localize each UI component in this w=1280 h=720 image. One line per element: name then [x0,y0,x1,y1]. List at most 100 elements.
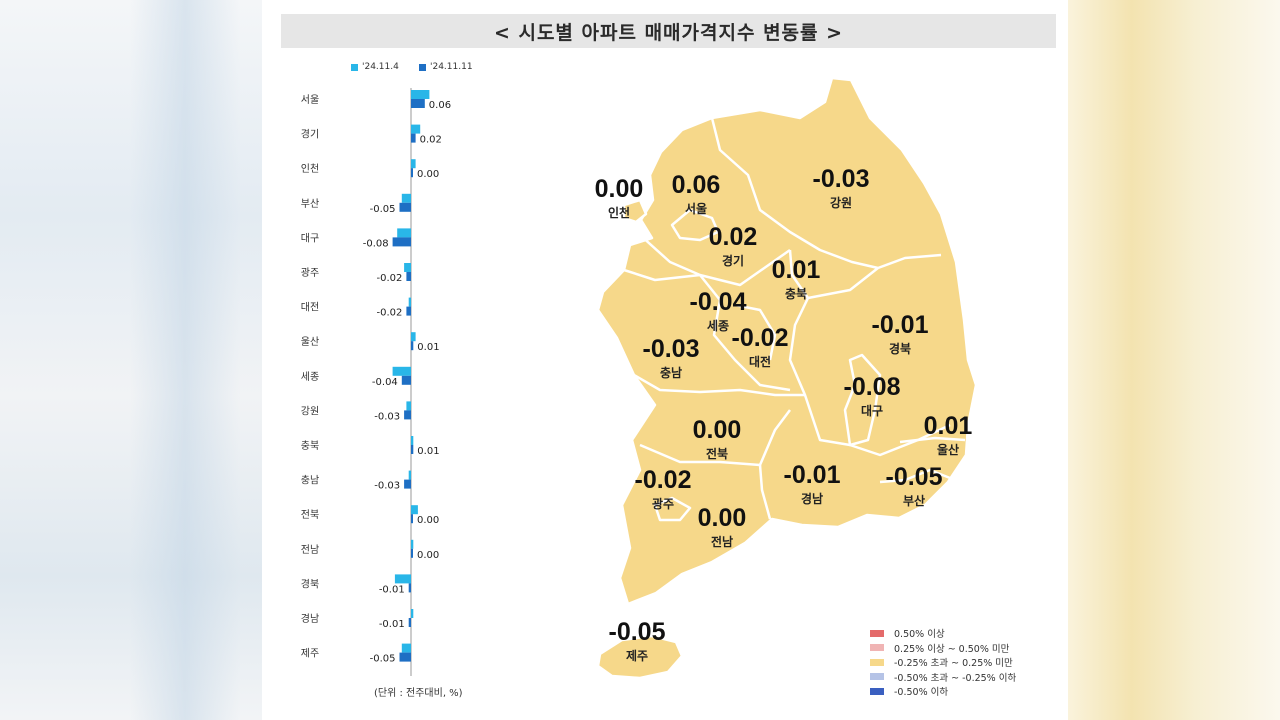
bar-curr [411,133,416,143]
map-value: -0.04 [690,288,747,316]
region-jeju [596,634,684,680]
legend-swatch [351,63,358,71]
map-borders [623,117,966,522]
map-value: 0.00 [698,504,747,532]
category-label: 울산 [301,336,319,348]
map-value: -0.05 [609,618,666,646]
category-label: 부산 [301,198,319,210]
map-region-name: 전북 [706,446,728,461]
island-ganghwa [622,198,648,224]
bar-prev [397,228,411,238]
map-region-name: 대전 [749,354,771,369]
legend-swatch [419,63,426,71]
map-value: -0.02 [732,324,789,352]
map-value: -0.01 [872,311,929,339]
map-region-name: 강원 [830,196,852,210]
bar-curr [404,410,411,420]
map-region-name: 세종 [707,318,729,333]
data-label: -0.01 [379,584,405,595]
bar-curr [404,479,411,489]
bar-prev [394,574,411,584]
bar-curr [411,548,413,558]
map-regions [596,76,978,680]
map-value: -0.02 [635,466,692,494]
map-legend-swatch [870,644,884,652]
map-value: 0.02 [709,223,758,251]
bar-curr [411,445,414,454]
bar-curr [411,168,413,178]
bar-prev [411,124,421,134]
map-value: -0.01 [784,461,841,489]
bar-prev [401,193,411,203]
data-label: -0.08 [363,238,389,249]
category-label: 서울 [301,94,319,106]
map-legend-label: 0.50% 이상 [894,629,945,641]
category-label: 인천 [301,163,319,175]
legend-label: '24.11.4 [362,62,399,72]
map-legend-label: -0.50% 이하 [894,687,949,699]
bar-prev [411,159,416,169]
bar-curr [399,652,411,662]
map-region-name: 서울 [685,201,707,216]
data-label: -0.05 [370,204,396,215]
category-label: 광주 [301,267,319,279]
bar-prev [411,332,416,342]
data-label: -0.04 [372,377,398,388]
bar-prev [411,539,414,549]
map-legend-row: 0.50% 이상 [870,626,1016,641]
chart-title: < 시도별 아파트 매매가격지수 변동률 > [281,14,1056,48]
category-label: 대전 [301,302,319,314]
map-region-name: 부산 [903,493,925,508]
map-legend-swatch [870,658,884,666]
map-region-name: 경기 [722,253,744,268]
data-label: -0.03 [374,411,400,422]
category-label: 충북 [301,440,319,452]
map-region-name: 울산 [937,442,959,457]
map-legend-row: -0.50% 초과 ~ -0.25% 이하 [870,670,1016,685]
bar-prev [408,470,411,480]
category-label: 대구 [301,232,319,244]
map-region-name: 대구 [861,404,883,418]
map-region-name: 경북 [889,342,911,356]
data-label: -0.05 [370,654,396,665]
bar-curr [411,514,413,524]
bar-prev [401,643,411,653]
legend-item-series-2: '24.11.11 [419,62,473,72]
map-region-name: 광주 [652,496,674,511]
map-legend-row: -0.25% 초과 ~ 0.25% 미만 [870,655,1016,670]
bar-prev [404,263,411,272]
map-legend-row: 0.25% 이상 ~ 0.50% 미만 [870,641,1016,656]
map-region-name: 전남 [711,534,733,549]
bar-prev [411,90,430,99]
map-value: 0.00 [693,416,742,444]
bar-prev [406,401,411,411]
legend-item-series-1: '24.11.4 [351,62,399,72]
map-legend-swatch [870,673,884,681]
data-label: 0.00 [417,515,439,526]
data-label: 0.06 [429,100,451,111]
category-label: 경남 [301,612,319,625]
blurred-background-right [1068,0,1280,720]
category-label: 제주 [301,648,319,660]
category-label: 전남 [301,544,319,556]
map-legend-label: 0.25% 이상 ~ 0.50% 미만 [894,643,1010,655]
map-value: -0.03 [813,165,870,193]
bar-curr [408,618,411,627]
bar-prev [408,297,411,307]
map-value: -0.03 [643,335,700,363]
bar-curr [406,306,411,316]
bar-curr [401,375,411,385]
unit-label: (단위 : 전주대비, %) [374,688,463,699]
map-legend-swatch [870,629,884,637]
category-label: 전북 [301,509,319,521]
category-label: 강원 [301,405,319,417]
data-label: 0.00 [417,169,439,180]
map-value: 0.06 [672,171,721,199]
map-value: 0.01 [772,256,821,284]
data-label: 0.02 [420,135,442,146]
map-value: -0.08 [844,373,901,401]
map-value: -0.05 [886,463,943,491]
bar-prev [411,436,414,445]
